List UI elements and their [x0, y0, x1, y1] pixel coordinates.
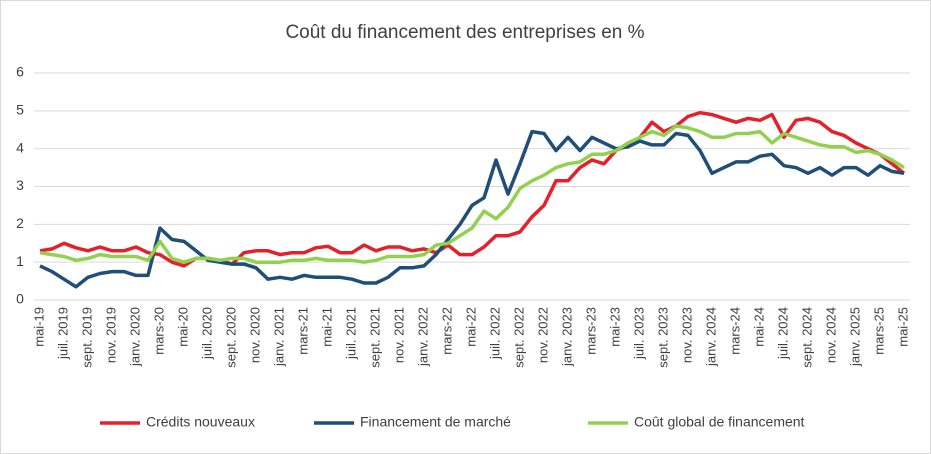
y-tick-label: 3 [16, 177, 24, 193]
y-tick-label: 2 [16, 215, 24, 231]
x-tick-label: sept. 2022 [511, 307, 526, 368]
x-tick-label: janv. 2025 [847, 307, 862, 367]
x-tick-label: mai-22 [463, 307, 478, 347]
x-tick-label: janv. 2024 [703, 307, 718, 367]
y-tick-label: 5 [16, 102, 24, 118]
x-tick-label: sept. 2020 [223, 307, 238, 368]
y-tick-label: 0 [16, 291, 24, 307]
x-tick-label: nov. 2022 [535, 307, 550, 363]
x-tick-label: sept. 2024 [799, 307, 814, 368]
x-tick-label: nov. 2021 [391, 307, 406, 363]
x-tick-label: sept. 2019 [79, 307, 94, 368]
legend-label: Crédits nouveaux [146, 414, 255, 430]
x-tick-label: nov. 2024 [823, 307, 838, 363]
x-tick-label: janv. 2020 [127, 307, 142, 367]
x-tick-label: mars-23 [583, 307, 598, 355]
x-tick-label: nov. 2023 [679, 307, 694, 363]
legend-label: Coût global de financement [634, 414, 805, 430]
x-tick-label: mai-23 [607, 307, 622, 347]
legend-label: Financement de marché [360, 414, 511, 430]
x-tick-label: juil. 2022 [487, 307, 502, 360]
x-tick-label: mai-20 [175, 307, 190, 347]
y-tick-label: 6 [16, 64, 24, 80]
x-tick-label: mars-21 [295, 307, 310, 355]
x-tick-label: juil. 2020 [199, 307, 214, 360]
series-line [39, 129, 905, 289]
y-tick-label: 1 [16, 253, 24, 269]
x-tick-label: janv. 2022 [415, 307, 430, 367]
x-tick-label: sept. 2021 [367, 307, 382, 368]
series-line [39, 110, 906, 268]
x-tick-label: mai-25 [895, 307, 910, 347]
x-tick-label: juil. 2024 [775, 307, 790, 360]
x-tick-label: mai-21 [319, 307, 334, 347]
x-tick-label: mars-20 [151, 307, 166, 355]
x-tick-label: janv. 2023 [559, 307, 574, 367]
chart-title: Coût du financement des entreprises en % [285, 22, 644, 43]
x-tick-label: nov. 2020 [247, 307, 262, 363]
x-tick-label: juil. 2021 [343, 307, 358, 360]
x-tick-label: nov. 2019 [103, 307, 118, 363]
y-tick-label: 4 [16, 139, 24, 155]
x-tick-label: juil. 2023 [631, 307, 646, 360]
x-tick-label: janv. 2021 [271, 307, 286, 367]
x-tick-label: mai-19 [31, 307, 46, 347]
x-tick-label: mai-24 [751, 307, 766, 347]
x-tick-label: sept. 2023 [655, 307, 670, 368]
x-tick-label: mars-25 [871, 307, 886, 355]
x-tick-label: mars-24 [727, 307, 742, 355]
x-tick-label: mars-22 [439, 307, 454, 355]
series-line [39, 124, 905, 264]
x-tick-label: juil. 2019 [55, 307, 70, 360]
